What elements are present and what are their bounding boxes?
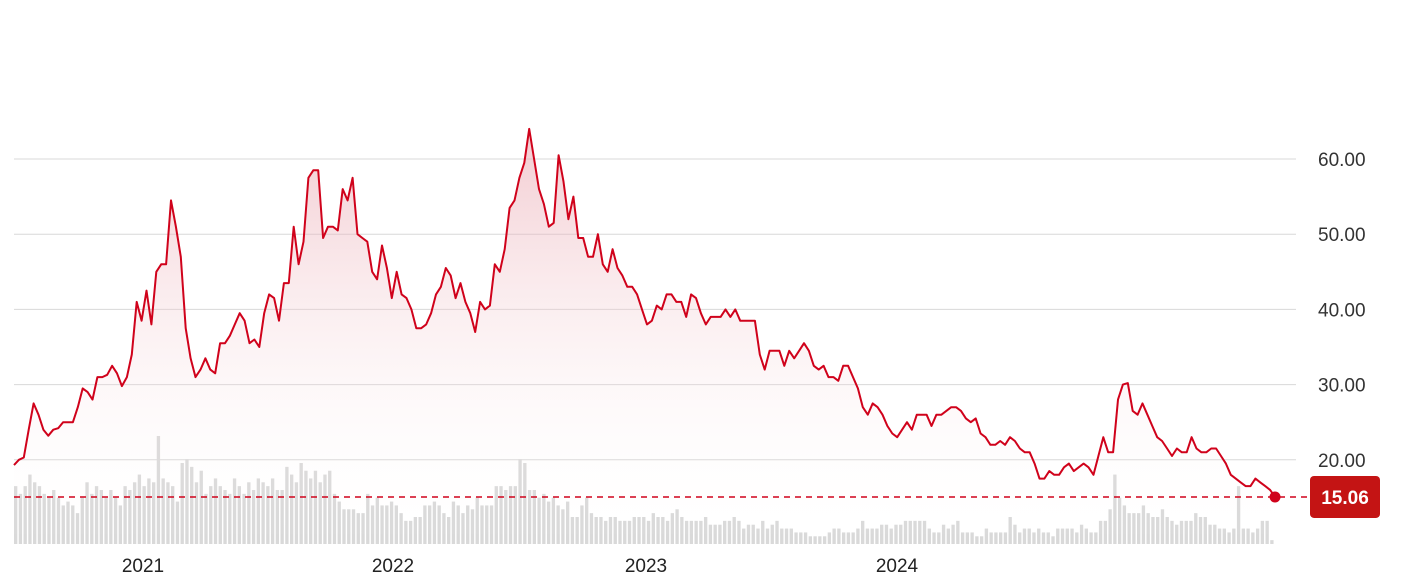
current-price-badge — [1310, 475, 1380, 518]
y-tick-label: 20.00 — [1318, 451, 1366, 472]
current-price-dot — [1269, 491, 1281, 503]
y-tick-label: 30.00 — [1318, 376, 1366, 397]
x-tick-label: 2023 — [625, 556, 667, 577]
x-tick-label: 2021 — [122, 556, 164, 577]
price-area-fill — [14, 128, 1275, 544]
price-area — [14, 128, 1275, 544]
y-axis-ticks: 60.00 50.00 40.00 30.00 20.00 — [1318, 150, 1366, 472]
x-tick-label: 2022 — [372, 556, 414, 577]
price-series-line — [13, 127, 1276, 498]
y-tick-label: 50.00 — [1318, 225, 1366, 246]
current-price-label: 15.06 — [1321, 488, 1369, 509]
x-axis-ticks: 2021 2022 2023 2024 — [122, 556, 919, 577]
price-line — [13, 127, 1276, 498]
y-tick-label: 60.00 — [1318, 150, 1366, 171]
y-tick-label: 40.00 — [1318, 300, 1366, 321]
x-tick-label: 2024 — [876, 556, 919, 577]
current-price-marker: 15.06 — [14, 475, 1380, 518]
